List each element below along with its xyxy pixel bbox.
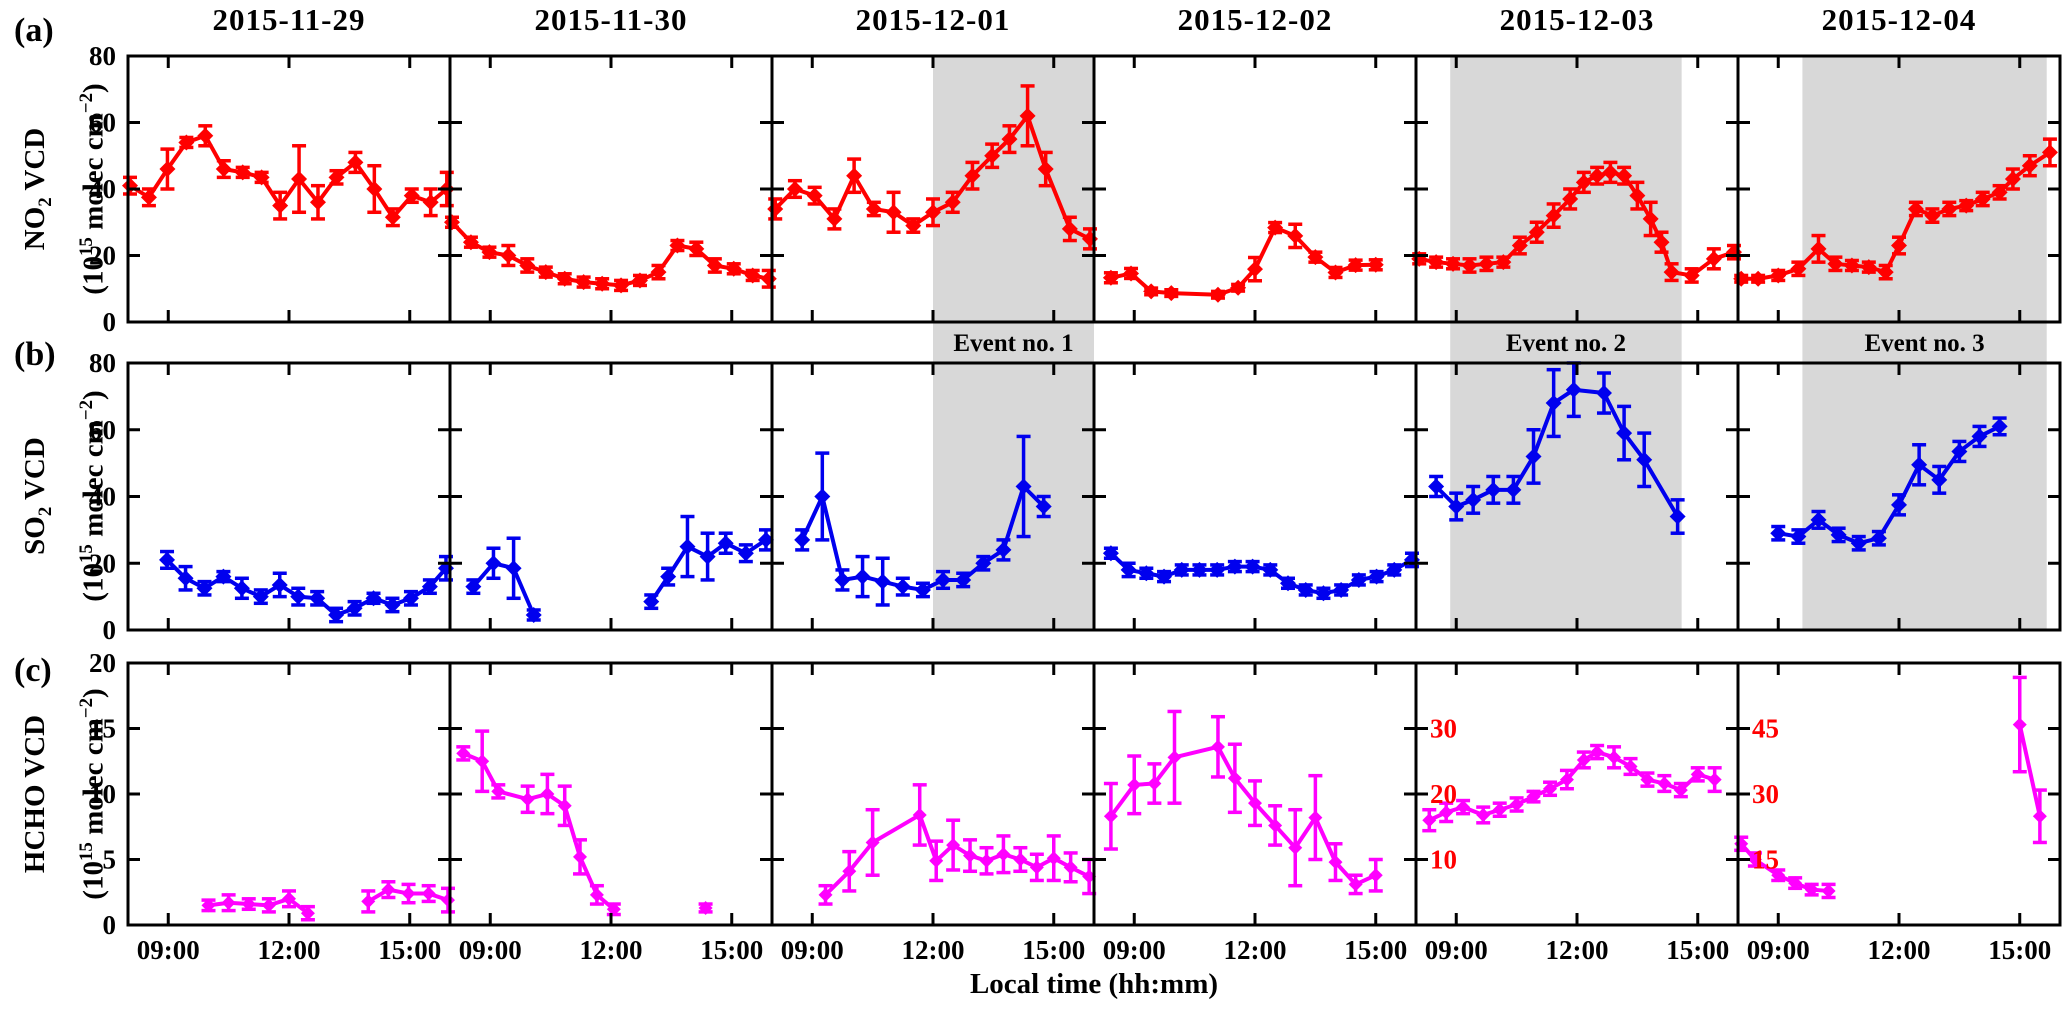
date-title-2: 2015-11-30 bbox=[534, 2, 688, 37]
svg-text:15:00: 15:00 bbox=[1344, 935, 1407, 965]
svg-text:09:00: 09:00 bbox=[1103, 935, 1166, 965]
date-title-1: 2015-11-29 bbox=[212, 2, 366, 37]
svg-text:12:00: 12:00 bbox=[1868, 935, 1931, 965]
svg-text:45: 45 bbox=[1752, 714, 1779, 744]
date-title-5: 2015-12-03 bbox=[1499, 2, 1655, 37]
x-axis-title: Local time (hh:mm) bbox=[969, 968, 1219, 1000]
svg-text:20: 20 bbox=[89, 241, 116, 271]
svg-text:09:00: 09:00 bbox=[781, 935, 844, 965]
svg-text:12:00: 12:00 bbox=[902, 935, 965, 965]
svg-text:15:00: 15:00 bbox=[1988, 935, 2051, 965]
svg-text:15: 15 bbox=[1752, 845, 1779, 875]
event-label-1: Event no. 1 bbox=[953, 330, 1074, 357]
date-title-6: 2015-12-04 bbox=[1821, 2, 1977, 37]
svg-text:10: 10 bbox=[1430, 845, 1457, 875]
svg-text:15: 15 bbox=[89, 714, 116, 744]
svg-text:40: 40 bbox=[89, 174, 116, 204]
svg-text:09:00: 09:00 bbox=[459, 935, 522, 965]
svg-text:15:00: 15:00 bbox=[700, 935, 763, 965]
svg-text:30: 30 bbox=[1752, 779, 1779, 809]
svg-text:20: 20 bbox=[89, 648, 116, 678]
panel-letter-a: (a) bbox=[14, 12, 54, 49]
svg-text:0: 0 bbox=[103, 307, 117, 337]
svg-text:80: 80 bbox=[89, 348, 116, 378]
svg-text:60: 60 bbox=[89, 415, 116, 445]
svg-text:15:00: 15:00 bbox=[378, 935, 441, 965]
svg-text:80: 80 bbox=[89, 41, 116, 71]
svg-text:0: 0 bbox=[103, 910, 117, 940]
svg-text:12:00: 12:00 bbox=[1546, 935, 1609, 965]
svg-text:15:00: 15:00 bbox=[1666, 935, 1729, 965]
svg-text:12:00: 12:00 bbox=[258, 935, 321, 965]
svg-text:5: 5 bbox=[103, 845, 117, 875]
svg-text:20: 20 bbox=[1430, 779, 1457, 809]
svg-text:30: 30 bbox=[1430, 714, 1457, 744]
panel-letter-b: (b) bbox=[14, 336, 56, 373]
panel-letter-c: (c) bbox=[14, 652, 52, 689]
date-title-4: 2015-12-02 bbox=[1177, 2, 1333, 37]
event-label-2: Event no. 2 bbox=[1505, 330, 1626, 357]
y-axis-label-hcho: HCHO VCD (1015 molec cm−2) bbox=[19, 688, 110, 900]
svg-text:09:00: 09:00 bbox=[137, 935, 200, 965]
svg-text:0: 0 bbox=[103, 615, 117, 645]
svg-text:40: 40 bbox=[89, 482, 116, 512]
event-label-3: Event no. 3 bbox=[1864, 330, 1985, 357]
svg-text:15:00: 15:00 bbox=[1022, 935, 1085, 965]
svg-text:09:00: 09:00 bbox=[1747, 935, 1810, 965]
svg-text:10: 10 bbox=[89, 779, 116, 809]
svg-text:60: 60 bbox=[89, 108, 116, 138]
svg-text:12:00: 12:00 bbox=[580, 935, 643, 965]
svg-text:12:00: 12:00 bbox=[1224, 935, 1287, 965]
date-title-3: 2015-12-01 bbox=[855, 2, 1011, 37]
svg-text:20: 20 bbox=[89, 548, 116, 578]
svg-text:09:00: 09:00 bbox=[1425, 935, 1488, 965]
